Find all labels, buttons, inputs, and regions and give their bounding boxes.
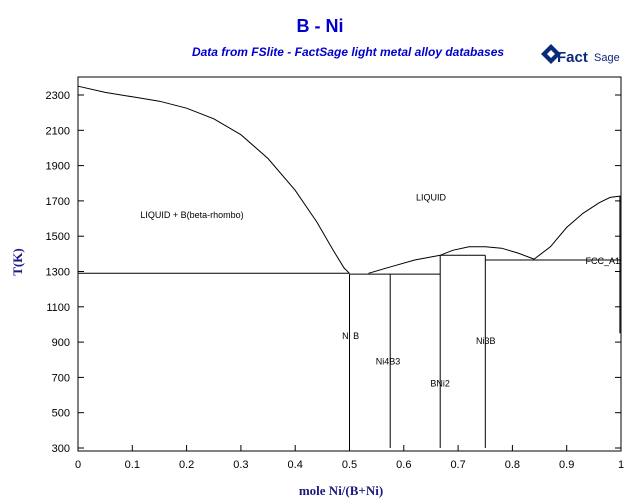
y-tick-label: 1100 [46, 302, 70, 314]
phase-boundary-line [77, 85, 350, 274]
y-axis-label: T(K) [10, 248, 25, 275]
x-tick-label: 0.6 [396, 459, 411, 471]
chart-title: B - Ni [296, 16, 344, 36]
x-tick-label: 0.7 [450, 459, 465, 471]
x-tick-label: 0 [75, 459, 81, 471]
y-tick-label: 300 [52, 443, 70, 455]
svg-text:Fact: Fact [557, 49, 588, 66]
y-tick-label: 1300 [46, 267, 70, 279]
region-label: Ni4B3 [376, 357, 401, 367]
y-tick-label: 500 [52, 408, 70, 420]
y-tick-label: 1500 [46, 231, 70, 243]
y-tick-label: 900 [52, 337, 70, 349]
y-tick-label: 1900 [46, 161, 70, 173]
x-tick-label: 0.5 [342, 459, 357, 471]
region-label: LIQUID [416, 192, 447, 202]
x-tick-label: 0.3 [233, 459, 248, 471]
region-label: LIQUID + B(beta-rhombo) [140, 210, 243, 220]
x-axis-ticks: 0 0.1 0.2 0.3 0.4 0.5 0.6 0.7 0.8 0.9 1 [75, 445, 624, 471]
x-tick-label: 0.8 [505, 459, 520, 471]
phase-boundary-line [368, 254, 441, 274]
y-tick-label: 1700 [46, 196, 70, 208]
factsage-logo: Fact Sage [541, 44, 620, 66]
region-label: BNi2 [430, 379, 450, 389]
x-tick-label: 0.9 [559, 459, 574, 471]
phase-boundary-line [440, 246, 535, 260]
y-tick-label: 2300 [46, 90, 70, 102]
y-tick-label: 2100 [46, 125, 70, 137]
x-tick-label: 0.2 [179, 459, 194, 471]
x-axis-label: mole Ni/(B+Ni) [299, 483, 383, 498]
phase-boundaries [77, 85, 622, 448]
region-label: Ni B [342, 331, 359, 341]
y-axis-ticks: 300 500 700 900 1100 1300 1500 1700 1900 2100 2300 [46, 90, 621, 455]
x-tick-label: 0.4 [288, 459, 303, 471]
chart-subtitle: Data from FSlite - FactSage light metal … [191, 45, 505, 59]
x-tick-label: 0.1 [125, 459, 140, 471]
region-label: Ni3B [476, 336, 496, 346]
y-tick-label: 700 [52, 372, 70, 384]
region-labels: LIQUID + B(beta-rhombo) LIQUID Ni B Ni4B3 BN… [140, 192, 620, 388]
region-label: FCC_A1 [585, 256, 620, 266]
phase-boundary-line [533, 195, 622, 260]
svg-text:Sage: Sage [594, 52, 620, 64]
x-tick-label: 1 [618, 459, 624, 471]
